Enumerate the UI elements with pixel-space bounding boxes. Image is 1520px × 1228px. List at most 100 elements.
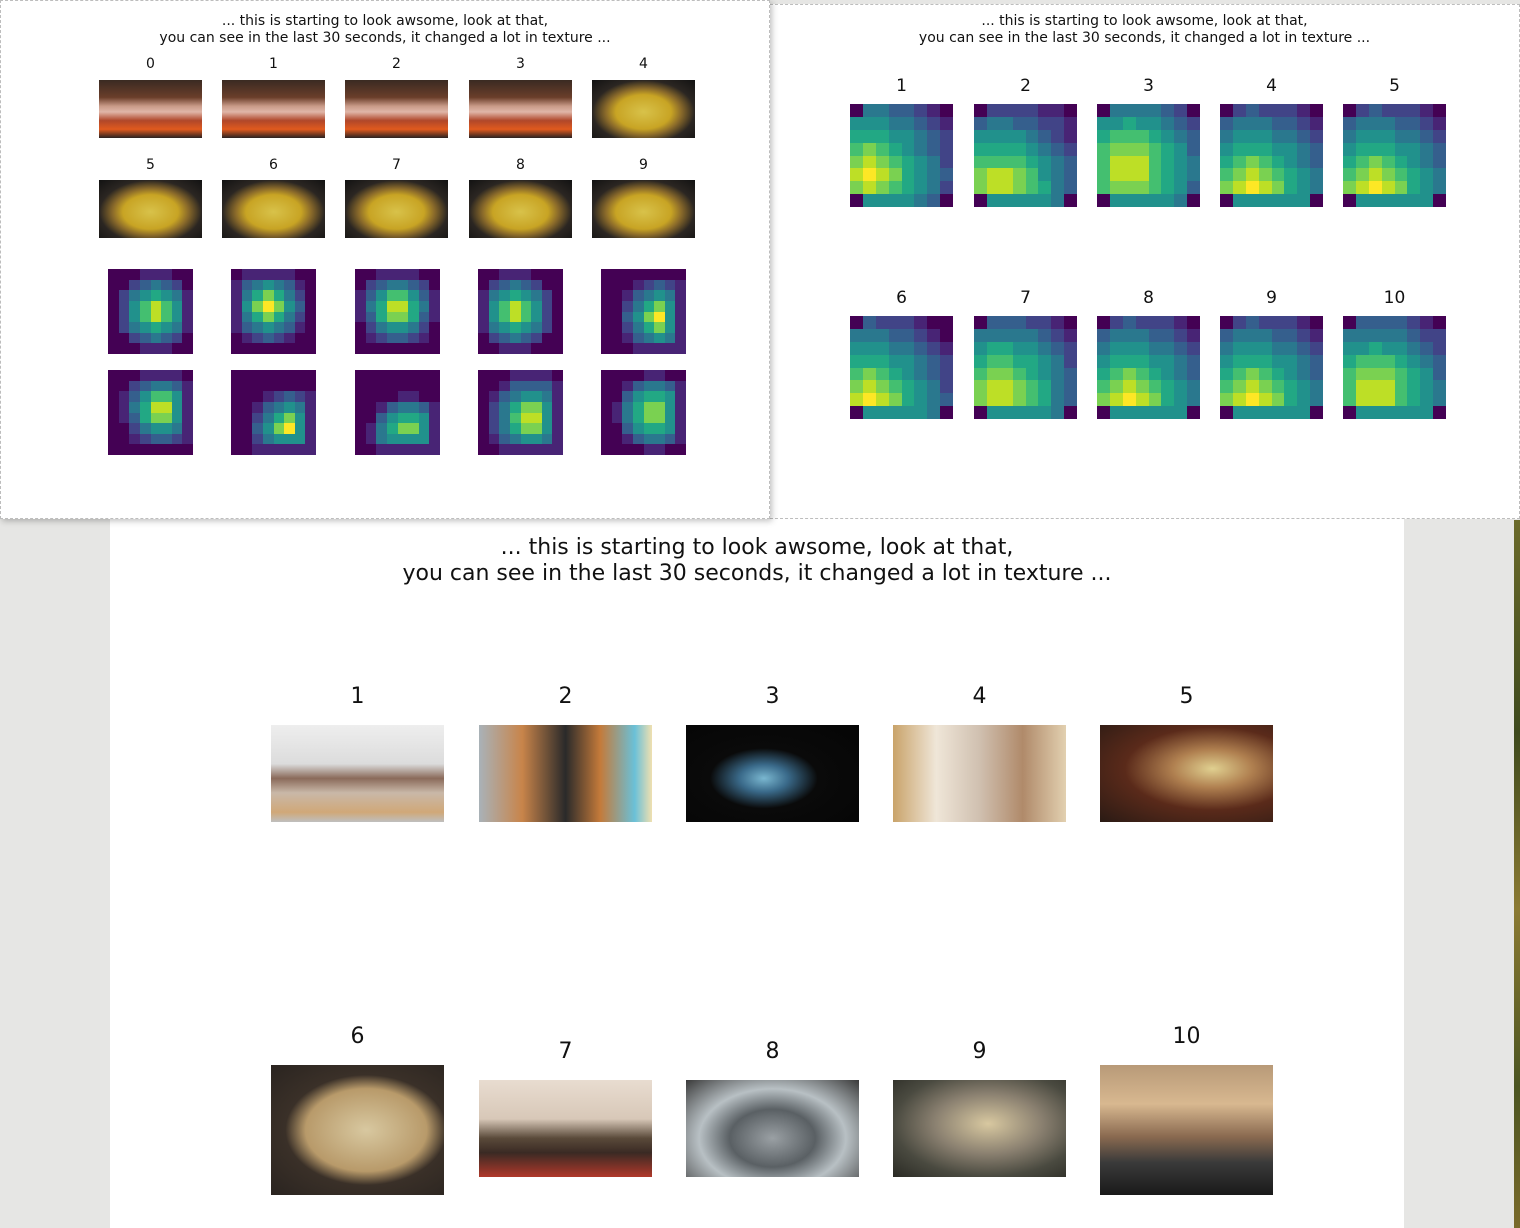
rank-label: 10 [1172,1024,1201,1049]
tile-label: 7 [1020,288,1031,308]
frame-index-label: 2 [392,56,401,72]
rank-label: 7 [558,1039,573,1064]
caption-line-1: ... this is starting to look awsome, loo… [981,13,1308,29]
video-frame-tile [222,156,325,253]
figure-window-retrievals[interactable]: ... this is starting to look awsome, loo… [110,519,1404,1228]
tile-label: 1 [896,76,907,96]
video-frame-tile [592,56,695,153]
video-frame-image [686,1080,859,1177]
figure-window-heatmaps[interactable]: ... this is starting to look awsome, loo… [770,4,1520,519]
video-frame-image [99,80,202,138]
heatmap-tile: 5 [1343,76,1446,207]
video-frame-tile [345,156,448,253]
retrieved-frame-tile: 3 [686,684,859,822]
video-frame-image [1100,1065,1273,1195]
rank-label: 8 [765,1039,780,1064]
tile-label: 5 [1389,76,1400,96]
rank-label: 4 [972,684,987,709]
attention-map-tile [601,269,686,354]
tile-label: 4 [1266,76,1277,96]
retrieved-frame-tile: 10 [1100,1024,1273,1195]
rank-label: 1 [350,684,365,709]
frame-index-label: 9 [639,157,648,173]
figure-caption: ... this is starting to look awsome, loo… [1,13,769,47]
frame-index-label: 7 [392,157,401,173]
frame-index-label: 6 [269,157,278,173]
heatmap-tile: 8 [1097,288,1200,419]
heatmap-tile: 9 [1220,288,1323,419]
attention-map-tile [108,370,193,455]
attention-heatmap [1220,316,1323,419]
desktop-background [1514,520,1520,1228]
attention-heatmap [108,370,193,455]
caption-line-1: ... this is starting to look awsome, loo… [221,13,549,29]
caption-line-2: you can see in the last 30 seconds, it c… [402,561,1112,587]
retrieved-frame-tile: 1 [271,684,444,822]
video-frame-image [686,725,859,822]
frame-index-label: 1 [269,56,278,72]
attention-map-tile [478,370,563,455]
caption-line-2: you can see in the last 30 seconds, it c… [918,29,1371,46]
attention-heatmap [108,269,193,354]
attention-map-tile [231,269,316,354]
attention-heatmap [231,269,316,354]
attention-map-tile [231,370,316,455]
retrieved-frame-tile: 9 [893,1039,1066,1177]
video-frame-tile [469,56,572,153]
frame-index-label: 5 [146,157,155,173]
video-frame-image [345,80,448,138]
figure-caption: ... this is starting to look awsome, loo… [770,13,1519,47]
retrieved-frame-tile: 7 [479,1039,652,1177]
attention-map-tile [601,370,686,455]
attention-heatmap [1343,104,1446,207]
video-frame-tile [222,56,325,153]
attention-map-tile [355,269,440,354]
video-frame-tile [99,156,202,253]
attention-heatmap [850,104,953,207]
heatmap-tile: 2 [974,76,1077,207]
frame-index-label: 8 [516,157,525,173]
video-frame-tile [592,156,695,253]
attention-heatmap [1097,316,1200,419]
tile-label: 8 [1143,288,1154,308]
attention-map-tile [355,370,440,455]
attention-heatmap [850,316,953,419]
retrieved-frame-tile: 6 [271,1024,444,1195]
video-frame-image [1100,725,1273,822]
rank-label: 9 [972,1039,987,1064]
attention-heatmap [1343,316,1446,419]
video-frame-tile [345,56,448,153]
figure-window-frames[interactable]: ... this is starting to look awsome, loo… [0,0,770,519]
video-frame-image [893,1080,1066,1177]
video-frame-image [479,1080,652,1177]
video-frame-image [479,725,652,822]
tile-label: 3 [1143,76,1154,96]
caption-line-1: ... this is starting to look awsome, loo… [500,535,1014,560]
video-frame-tile [99,56,202,153]
frame-index-label: 4 [639,56,648,72]
tile-label: 6 [896,288,907,308]
attention-heatmap [601,269,686,354]
attention-heatmap [478,370,563,455]
heatmap-tile: 3 [1097,76,1200,207]
video-frame-tile [469,156,572,253]
heatmap-tile: 4 [1220,76,1323,207]
attention-heatmap [355,269,440,354]
video-frame-image [271,725,444,822]
attention-heatmap [355,370,440,455]
video-frame-image [99,180,202,238]
caption-line-2: you can see in the last 30 seconds, it c… [159,29,611,46]
attention-map-tile [478,269,563,354]
attention-heatmap [1220,104,1323,207]
heatmap-tile: 1 [850,76,953,207]
tile-label: 2 [1020,76,1031,96]
attention-map-tile [108,269,193,354]
tile-label: 10 [1383,288,1406,308]
heatmap-tile: 6 [850,288,953,419]
retrieved-frame-tile: 4 [893,684,1066,822]
video-frame-image [222,80,325,138]
rank-label: 6 [350,1024,365,1049]
retrieved-frame-tile: 8 [686,1039,859,1177]
retrieved-frame-tile: 5 [1100,684,1273,822]
attention-heatmap [974,316,1077,419]
